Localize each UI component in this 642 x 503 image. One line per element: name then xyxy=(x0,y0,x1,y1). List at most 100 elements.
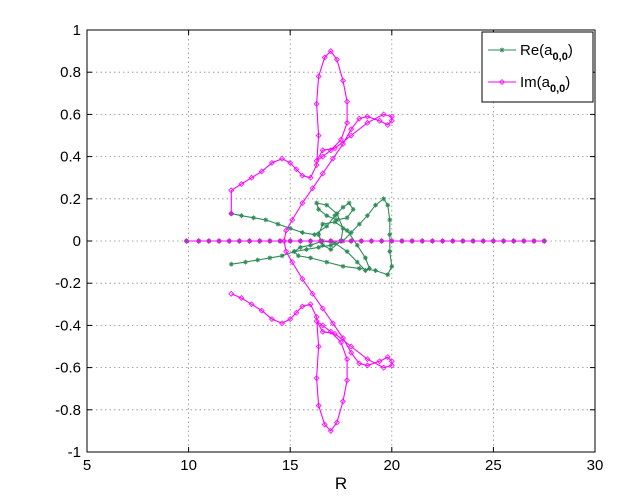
data-point xyxy=(364,113,371,120)
data-point xyxy=(385,272,391,278)
x-tick-label: 5 xyxy=(83,457,91,474)
data-point xyxy=(340,398,346,405)
data-point xyxy=(520,238,527,244)
data-point xyxy=(255,257,261,263)
data-point xyxy=(338,136,344,143)
data-point xyxy=(327,147,334,154)
data-point xyxy=(344,98,351,105)
y-tick-label: -0.2 xyxy=(55,275,81,292)
data-point xyxy=(297,238,304,244)
data-point xyxy=(470,238,477,244)
data-point xyxy=(354,242,360,248)
data-point xyxy=(378,238,385,244)
data-point xyxy=(332,219,338,225)
data-point xyxy=(429,238,436,244)
data-point xyxy=(289,259,296,266)
data-point xyxy=(348,238,355,244)
data-point xyxy=(228,290,235,297)
data-point xyxy=(315,73,322,80)
data-point xyxy=(387,232,393,238)
data-point xyxy=(344,119,351,126)
data-point xyxy=(313,318,320,325)
data-point xyxy=(314,200,320,206)
data-point xyxy=(344,228,350,233)
data-point xyxy=(348,126,355,133)
data-point xyxy=(307,238,314,244)
data-point xyxy=(387,249,393,254)
data-point xyxy=(320,221,326,227)
data-point xyxy=(216,238,223,244)
data-point xyxy=(316,232,322,238)
y-tick-label: 0 xyxy=(73,233,81,250)
series-layer xyxy=(183,48,548,434)
data-point xyxy=(340,204,346,210)
data-point xyxy=(309,185,316,192)
y-tick-label: 0.6 xyxy=(60,106,81,123)
data-point xyxy=(331,330,338,337)
data-point xyxy=(398,238,405,244)
data-point xyxy=(287,159,294,166)
data-point xyxy=(362,268,368,273)
data-point xyxy=(388,238,395,244)
data-point xyxy=(239,213,244,219)
data-point xyxy=(291,249,297,254)
x-tick-label: 10 xyxy=(180,457,197,474)
data-point xyxy=(356,221,362,227)
x-tick-label: 20 xyxy=(383,457,400,474)
data-point xyxy=(364,356,371,363)
data-point xyxy=(387,217,393,223)
data-point xyxy=(320,242,326,248)
data-point xyxy=(319,328,326,335)
data-point xyxy=(315,402,322,409)
data-point xyxy=(277,238,284,244)
legend-label: Re(a0,0) xyxy=(520,42,573,63)
data-point xyxy=(319,170,326,177)
data-point xyxy=(338,238,344,244)
data-point xyxy=(344,356,351,363)
data-point xyxy=(266,238,273,244)
x-axis-label: R xyxy=(335,474,347,493)
data-point xyxy=(329,155,336,162)
data-point xyxy=(332,240,338,246)
data-point xyxy=(362,255,368,261)
data-point xyxy=(364,362,371,369)
data-point xyxy=(319,322,326,329)
data-point xyxy=(315,132,322,139)
data-point xyxy=(313,375,320,382)
data-point xyxy=(317,238,324,244)
data-point xyxy=(356,360,363,367)
data-point xyxy=(332,213,338,219)
data-point xyxy=(439,238,446,244)
x-tick-label: 25 xyxy=(485,457,502,474)
y-tick-label: -0.8 xyxy=(55,402,81,419)
data-point xyxy=(321,54,328,61)
data-point xyxy=(304,247,309,252)
y-tick-label: 0.8 xyxy=(60,64,81,81)
data-point xyxy=(499,79,505,85)
data-point xyxy=(356,266,362,271)
data-point xyxy=(358,238,365,244)
data-point xyxy=(329,320,336,327)
data-point xyxy=(308,255,313,261)
data-point xyxy=(287,238,294,244)
data-point xyxy=(283,227,290,234)
data-point xyxy=(373,202,378,208)
data-point xyxy=(324,259,330,265)
data-point xyxy=(228,187,235,194)
data-point xyxy=(307,174,314,181)
legend-label: Im(a0,0) xyxy=(520,74,570,95)
data-point xyxy=(384,121,391,128)
data-point xyxy=(293,166,300,173)
data-point xyxy=(279,155,286,162)
data-point xyxy=(365,213,370,219)
data-point xyxy=(388,113,395,120)
data-point xyxy=(490,238,497,244)
y-tick-label: -1 xyxy=(68,444,81,461)
data-point xyxy=(313,100,320,107)
data-point xyxy=(340,140,346,147)
data-point xyxy=(327,427,334,434)
data-point xyxy=(313,162,320,169)
data-point xyxy=(295,253,301,259)
data-point xyxy=(346,200,352,206)
